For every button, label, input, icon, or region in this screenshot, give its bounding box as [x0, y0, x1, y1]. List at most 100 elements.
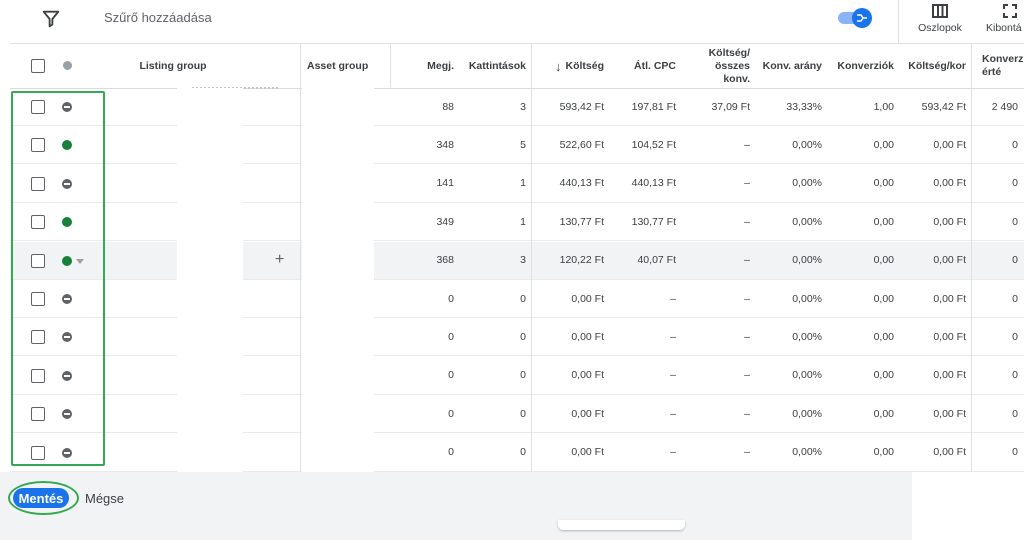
row-checkbox[interactable]	[31, 368, 45, 383]
columns-button[interactable]: Oszlopok	[908, 2, 972, 42]
status-paused-icon[interactable]	[62, 447, 72, 458]
expand-label: Kibontá	[986, 22, 1022, 34]
cell-cpc: 440,13 Ft	[631, 177, 676, 190]
cell-cost: 522,60 Ft	[559, 138, 604, 151]
cell-value: 0	[1012, 177, 1018, 190]
cell-cpconv: 0,00 Ft	[933, 254, 966, 267]
cell-rate: 33,33%	[786, 100, 822, 113]
table-row[interactable]: 0 0 0,00 Ft – – 0,00% 0,00 0,00 Ft 0	[10, 395, 1024, 434]
table-row[interactable]: 88 3 593,42 Ft 197,81 Ft 37,09 Ft 33,33% 1,00 5…	[10, 88, 1024, 126]
select-all-checkbox[interactable]	[31, 59, 45, 73]
cell-cpconv: 0,00 Ft	[933, 330, 966, 343]
cell-cost: 0,00 Ft	[571, 292, 604, 305]
table-row[interactable]: 141 1 440,13 Ft 440,13 Ft – 0,00% 0,00 0,00 Ft 0	[10, 165, 1024, 203]
row-checkbox[interactable]	[31, 407, 45, 422]
status-paused-icon[interactable]	[62, 102, 72, 112]
row-checkbox[interactable]	[31, 100, 45, 114]
column-divider	[531, 43, 532, 473]
status-paused-icon[interactable]	[62, 178, 72, 189]
row-checkbox[interactable]	[31, 215, 45, 230]
status-dropdown-icon[interactable]	[76, 258, 84, 264]
cell-value: 0	[1012, 446, 1018, 459]
status-paused-icon[interactable]	[62, 370, 72, 381]
table-row[interactable]: 0 0 0,00 Ft – – 0,00% 0,00 0,00 Ft 0	[10, 357, 1024, 395]
row-checkbox[interactable]	[31, 138, 45, 153]
status-enabled-icon[interactable]	[62, 140, 72, 151]
row-checkbox[interactable]	[31, 176, 45, 191]
cell-cost: 130,77 Ft	[559, 215, 604, 228]
cell-rate: 0,00%	[792, 292, 822, 305]
cell-impr: 141	[436, 177, 454, 190]
cell-cpconv: 0,00 Ft	[933, 369, 966, 382]
table-row[interactable]: 0 0 0,00 Ft – – 0,00% 0,00 0,00 Ft 0	[10, 280, 1024, 318]
cell-value: 0	[1012, 138, 1018, 151]
cell-cpc: 104,52 Ft	[631, 138, 676, 151]
cell-cpc: 197,81 Ft	[631, 100, 676, 113]
table-row[interactable]: 349 1 130,77 Ft 130,77 Ft – 0,00% 0,00 0,00 Ft 0	[10, 203, 1024, 242]
header-clicks[interactable]: Kattintások	[468, 60, 526, 72]
cell-impr: 368	[436, 254, 454, 267]
header-conv-value[interactable]: Konverz érté	[982, 53, 1024, 78]
cell-value: 0	[1012, 369, 1018, 382]
cell-conv: 0,00	[873, 215, 894, 228]
cell-conv: 0,00	[873, 254, 894, 267]
filter-icon[interactable]	[40, 8, 62, 30]
header-cost-per-conv[interactable]: Költség/kor	[908, 60, 966, 72]
status-paused-icon[interactable]	[62, 294, 72, 304]
table-row[interactable]: +368 3 120,22 Ft 40,07 Ft – 0,00% 0,00 0,00 Ft 0	[10, 241, 1024, 280]
cancel-button[interactable]: Mégse	[85, 491, 125, 506]
cell-impr: 0	[448, 446, 454, 459]
status-paused-icon[interactable]	[62, 409, 72, 420]
add-subdivision-icon[interactable]: +	[275, 250, 285, 268]
table-row[interactable]: 0 0 0,00 Ft – – 0,00% 0,00 0,00 Ft 0	[10, 434, 1024, 472]
header-conv-rate[interactable]: Konv. arány	[762, 60, 822, 72]
cell-cpac: –	[744, 254, 750, 267]
column-divider	[971, 43, 972, 473]
cell-cost: 0,00 Ft	[571, 369, 604, 382]
header-asset-group[interactable]: Asset group	[307, 60, 369, 72]
header-conversions[interactable]: Konverziók	[837, 60, 894, 72]
cell-clicks: 3	[520, 254, 526, 267]
cell-cpc: –	[670, 369, 676, 382]
header-cost-per-all-conv[interactable]: Költség/ összes konv.	[708, 46, 750, 85]
segment-toggle[interactable]	[838, 8, 872, 28]
cell-value: 0	[1012, 407, 1018, 420]
cell-impr: 349	[436, 215, 454, 228]
cell-conv: 1,00	[873, 100, 894, 113]
cell-value: 0	[1012, 292, 1018, 305]
add-filter-button[interactable]: Szűrő hozzáadása	[104, 10, 212, 25]
header-impressions[interactable]: Megj.	[427, 60, 454, 72]
cell-value: 0	[1012, 330, 1018, 343]
row-checkbox[interactable]	[31, 330, 45, 345]
highlight-save-button	[8, 481, 79, 515]
scroll-handle[interactable]	[558, 520, 685, 530]
cell-conv: 0,00	[873, 177, 894, 190]
row-checkbox[interactable]	[31, 292, 45, 306]
status-enabled-icon[interactable]	[62, 217, 72, 228]
cell-cost: 0,00 Ft	[571, 407, 604, 420]
cell-clicks: 0	[520, 446, 526, 459]
header-cost[interactable]: ↓ Költség	[532, 44, 610, 88]
table-row[interactable]: 0 0 0,00 Ft – – 0,00% 0,00 0,00 Ft 0	[10, 318, 1024, 357]
cell-cpc: 130,77 Ft	[631, 215, 676, 228]
cell-clicks: 0	[520, 369, 526, 382]
row-checkbox[interactable]	[31, 253, 45, 268]
status-paused-icon[interactable]	[62, 332, 72, 343]
cell-rate: 0,00%	[792, 215, 822, 228]
table-row[interactable]: 348 5 522,60 Ft 104,52 Ft – 0,00% 0,00 0,00 Ft 0	[10, 126, 1024, 165]
cell-cpac: –	[744, 446, 750, 459]
cell-rate: 0,00%	[792, 254, 822, 267]
header-listing-group[interactable]: Listing group	[139, 60, 207, 72]
cell-value: 0	[1012, 254, 1018, 267]
header-cost-label: Költség	[565, 60, 604, 72]
cell-cpconv: 0,00 Ft	[933, 446, 966, 459]
cell-clicks: 1	[520, 177, 526, 190]
row-checkbox[interactable]	[31, 445, 45, 460]
cell-cpac: –	[744, 138, 750, 151]
expand-button[interactable]: Kibontá	[980, 2, 1024, 42]
cell-rate: 0,00%	[792, 446, 822, 459]
status-enabled-icon[interactable]	[62, 255, 72, 266]
cell-value: 0	[1012, 215, 1018, 228]
column-divider	[390, 43, 391, 87]
header-avg-cpc[interactable]: Átl. CPC	[634, 60, 676, 72]
